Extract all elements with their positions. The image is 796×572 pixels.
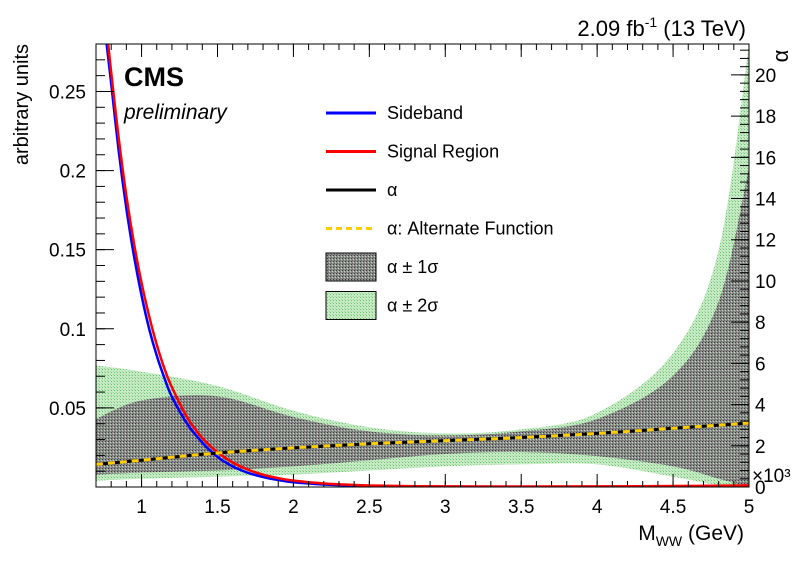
x-tick-label: 1 xyxy=(136,497,147,518)
y2-tick-label: 14 xyxy=(755,190,777,211)
cms-label: CMS xyxy=(124,62,184,92)
series-line-alpha-alternate-function xyxy=(96,421,749,466)
legend-entry-sideband: Sideband xyxy=(326,103,463,123)
legend-label: Sideband xyxy=(387,103,463,123)
lumi-label-prefix: 2.09 fb xyxy=(577,16,644,41)
x-axis-title: MWW (GeV) xyxy=(638,522,744,549)
y-axis-title: arbitrary units xyxy=(11,44,33,165)
x-tick-label: 4.5 xyxy=(660,497,686,518)
y2-tick-label: 20 xyxy=(755,66,776,87)
legend-entry-alpha-pm-1sigma: α ± 1σ xyxy=(325,252,438,282)
band-alpha-pm-1sigma xyxy=(96,167,749,487)
x-tick-label: 1.5 xyxy=(204,497,230,518)
x-tick-label: 3.5 xyxy=(508,497,534,518)
y2-axis-title: α xyxy=(768,49,793,62)
preliminary-label: preliminary xyxy=(123,101,228,124)
y2-tick-label: 8 xyxy=(755,313,766,334)
y2-tick-label: 6 xyxy=(755,354,766,375)
x-tick-label: 4 xyxy=(592,497,603,518)
y2-tick-label: 10 xyxy=(755,272,776,293)
legend: Sideband Signal Region α α: Alternate Funct… xyxy=(325,103,554,320)
x-tick-label: 3 xyxy=(440,497,451,518)
y-tick-label: 0.2 xyxy=(60,162,86,183)
legend-entry-alpha-alternate-function: α: Alternate Function xyxy=(326,219,554,239)
y2-tick-label: 18 xyxy=(755,107,776,128)
legend-entry-alpha: α xyxy=(326,180,397,200)
legend-label: α ± 2σ xyxy=(387,296,438,316)
y-tick-label: 0.15 xyxy=(49,241,86,262)
y-tick-label: 0.05 xyxy=(49,399,86,420)
lumi-label-exponent: -1 xyxy=(645,14,658,30)
axes: 1 1.5 2 2.5 3 3.5 4 4.5 5 0.05 0.1 0.15 0.2 0.25 0 2 4 6 8… xyxy=(49,43,777,518)
x-axis-title-unit: (GeV) xyxy=(682,522,744,545)
y2-tick-label: 12 xyxy=(755,231,776,252)
y2-tick-label: 16 xyxy=(755,148,776,169)
y2-tick-label: 0 xyxy=(755,478,766,499)
y2-tick-label: 2 xyxy=(755,437,766,458)
legend-label: α xyxy=(387,180,397,200)
lumi-label-suffix: (13 TeV) xyxy=(657,16,746,41)
legend-label: α ± 1σ xyxy=(387,257,438,277)
x-axis-title-sub: WW xyxy=(656,533,683,549)
legend-swatch xyxy=(325,291,377,320)
legend-label: Signal Region xyxy=(387,142,499,162)
y2-tick-label: 4 xyxy=(755,396,766,417)
lumi-label: 2.09 fb-1 (13 TeV) xyxy=(577,14,746,41)
legend-label: α: Alternate Function xyxy=(387,219,554,239)
y2-multiplier: ×10³ xyxy=(752,466,791,487)
x-tick-label: 2.5 xyxy=(356,497,382,518)
y-tick-label: 0.1 xyxy=(60,320,86,341)
legend-entry-alpha-pm-2sigma: α ± 2σ xyxy=(325,291,438,320)
y-tick-label: 0.25 xyxy=(49,82,86,103)
x-tick-label: 5 xyxy=(744,497,755,518)
uncertainty-bands xyxy=(96,44,749,487)
legend-entry-signal-region: Signal Region xyxy=(326,142,499,162)
plot-area xyxy=(96,44,749,487)
legend-swatch xyxy=(325,252,377,282)
x-axis-title-main: M xyxy=(638,522,656,545)
x-tick-label: 2 xyxy=(288,497,299,518)
